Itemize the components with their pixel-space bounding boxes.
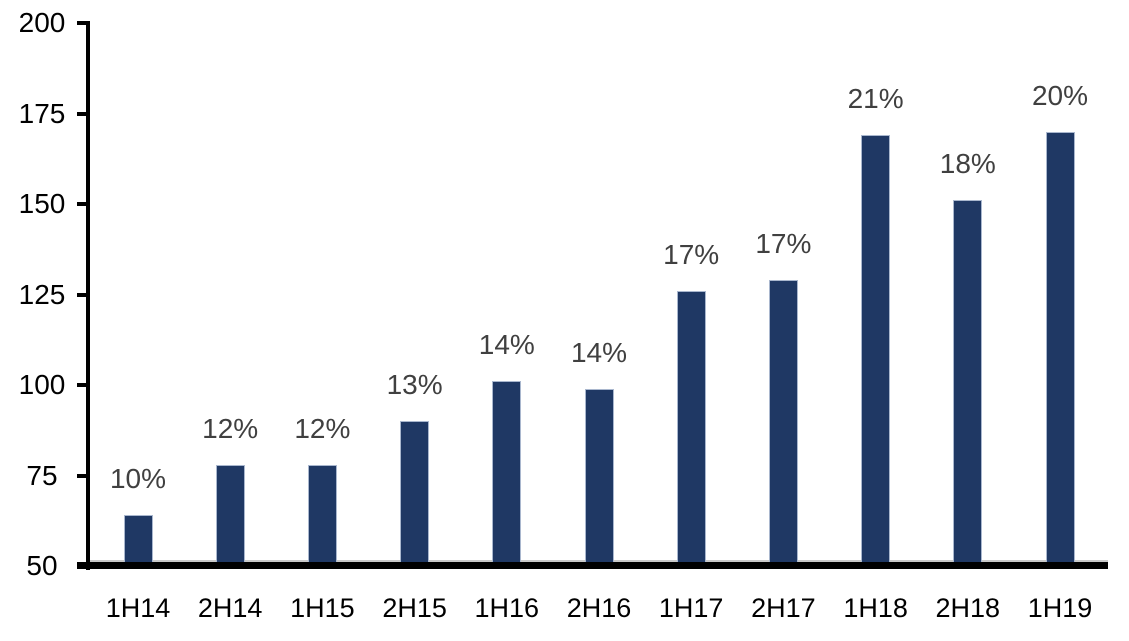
bar-value-label: 12% bbox=[202, 412, 259, 444]
bar-2H17 bbox=[768, 280, 798, 566]
x-axis-category-label: 1H18 bbox=[843, 593, 908, 623]
bar-value-label: 14% bbox=[478, 329, 535, 361]
y-axis-tick bbox=[77, 473, 90, 478]
y-axis-tick bbox=[77, 202, 90, 206]
x-axis-category-label: 1H14 bbox=[105, 593, 171, 623]
y-axis-tick-label: 50 bbox=[26, 550, 58, 581]
bar-2H16 bbox=[584, 388, 614, 566]
y-axis-tick bbox=[77, 292, 90, 297]
bar-1H19 bbox=[1045, 131, 1075, 566]
bar-value-label: 12% bbox=[294, 412, 351, 444]
x-axis-category-label: 2H18 bbox=[935, 593, 1001, 623]
x-axis-category-label: 2H17 bbox=[751, 593, 816, 623]
bar-value-label: 14% bbox=[570, 336, 628, 368]
y-axis-tick-label: 100 bbox=[18, 369, 66, 400]
y-axis-tick bbox=[77, 111, 90, 116]
bar-1H18 bbox=[861, 135, 891, 566]
x-axis-category-label: 1H19 bbox=[1027, 593, 1093, 623]
y-axis-line bbox=[86, 21, 90, 570]
x-axis-category-label: 1H17 bbox=[658, 593, 724, 623]
x-axis-category-label: 2H14 bbox=[197, 593, 263, 623]
y-axis-tick-label: 150 bbox=[18, 188, 66, 219]
bar-value-label: 21% bbox=[847, 83, 904, 115]
bar-1H14 bbox=[123, 515, 153, 566]
x-axis-category-label: 1H16 bbox=[474, 593, 540, 623]
bar-value-label: 10% bbox=[109, 463, 167, 495]
bar-2H15 bbox=[400, 421, 430, 566]
bar-1H16 bbox=[492, 381, 522, 566]
y-axis-tick bbox=[77, 383, 90, 387]
bar-1H15 bbox=[307, 464, 337, 566]
bar-value-label: 20% bbox=[1031, 79, 1089, 111]
bar-value-label: 17% bbox=[755, 228, 812, 260]
bar-1H17 bbox=[676, 290, 706, 566]
y-axis-tick-label: 175 bbox=[18, 97, 66, 129]
y-axis-tick-label: 125 bbox=[18, 278, 66, 310]
y-axis-tick bbox=[77, 21, 90, 25]
x-axis-category-label: 2H16 bbox=[566, 593, 632, 623]
y-axis-tick-label: 75 bbox=[26, 459, 58, 491]
x-axis-category-label: 1H15 bbox=[290, 593, 355, 623]
x-axis-line bbox=[77, 562, 1108, 569]
x-axis-category-label: 2H15 bbox=[382, 593, 447, 623]
bar-value-label: 18% bbox=[939, 148, 996, 180]
bar-value-label: 17% bbox=[663, 238, 720, 270]
bar-value-label: 13% bbox=[386, 369, 443, 401]
bar-2H18 bbox=[953, 200, 983, 566]
bar-2H14 bbox=[215, 464, 245, 566]
y-axis-tick-label: 200 bbox=[18, 7, 66, 38]
